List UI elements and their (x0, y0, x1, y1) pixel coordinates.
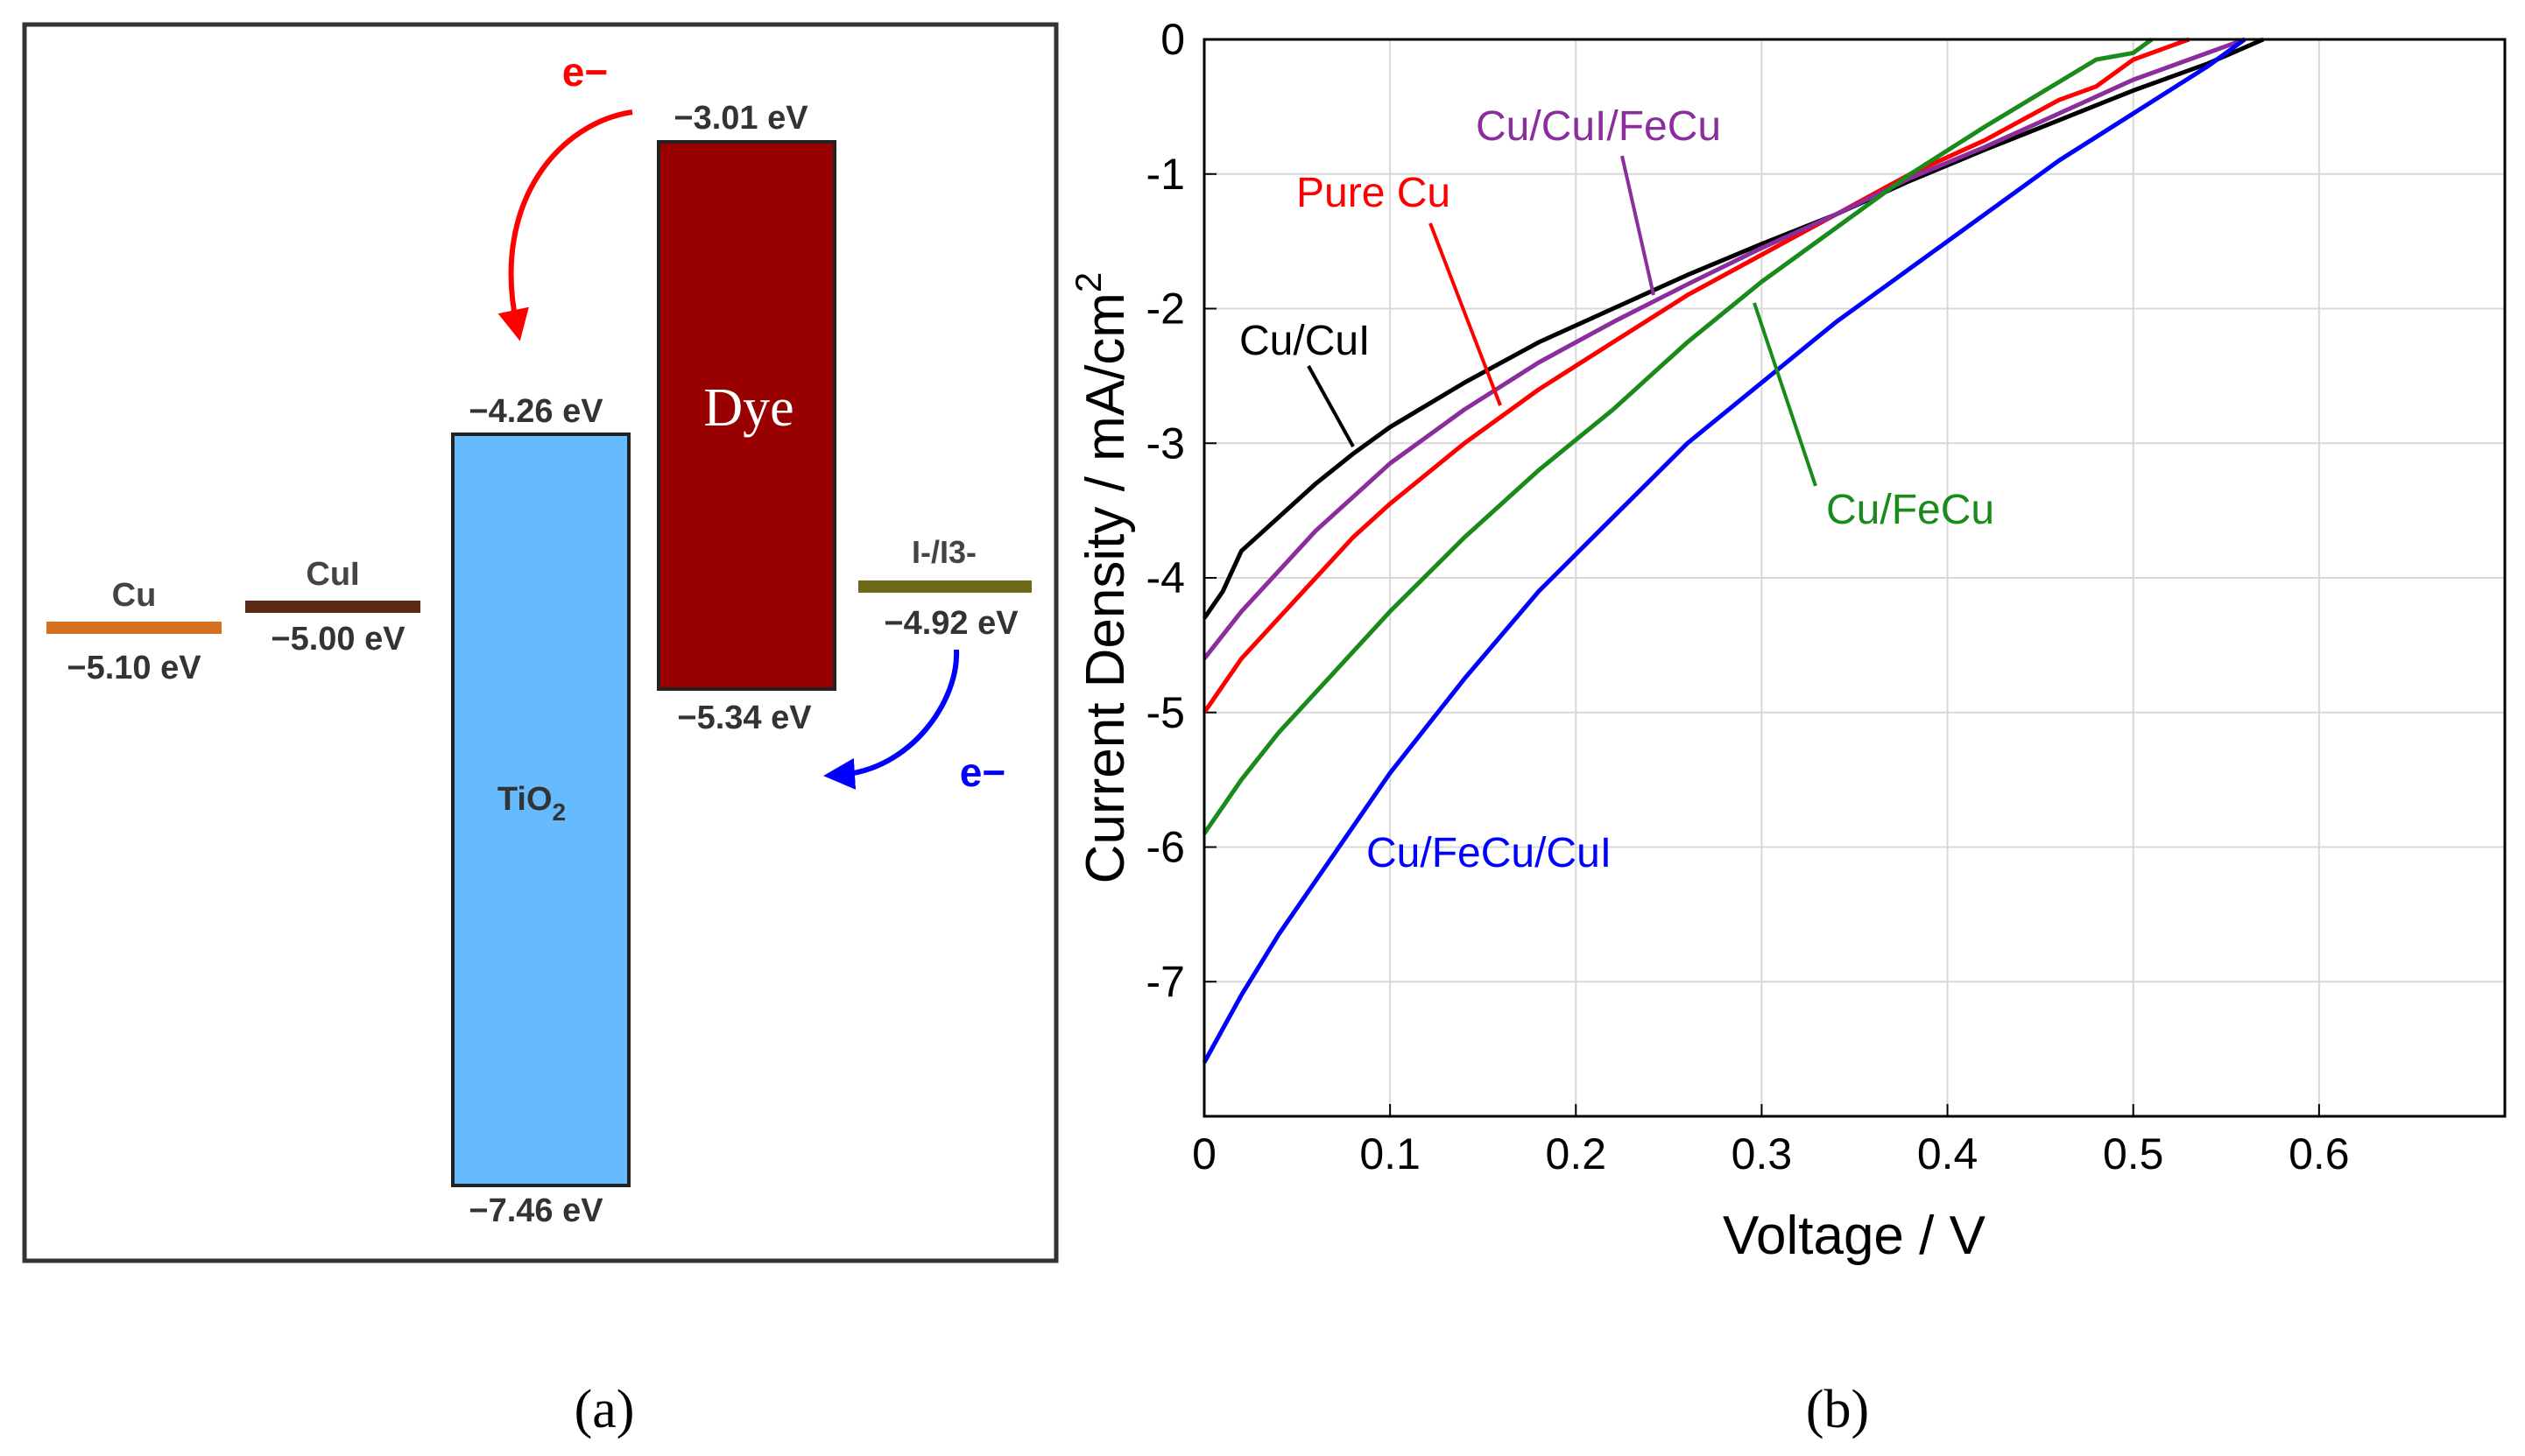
y-axis-title: Current Density / mA/cm2 (1068, 272, 1136, 884)
y-tick-label: -1 (1146, 150, 1185, 199)
tio2-top-value: −4.26 eV (469, 393, 603, 430)
dye-label: Dye (703, 378, 793, 438)
plot-area (1203, 38, 2507, 1118)
annotation-cu-fecu-leader (1753, 302, 1817, 487)
y-tick-label: -4 (1146, 553, 1185, 602)
electron-label-bottom: e− (960, 749, 1005, 795)
annotation-pure-cu-leader (1428, 222, 1502, 406)
annotation-cu-cui-fecu-label: Cu/CuI/FeCu (1476, 103, 1721, 150)
annotation-cu-cui-fecu-leader (1620, 155, 1655, 296)
series-line-cu-fecu-cui (1202, 37, 2246, 1064)
x-axis-title: Voltage / V (1723, 1206, 1986, 1266)
annotation-cu-cui-leader (1307, 365, 1355, 447)
x-tick-label: 0.3 (1732, 1129, 1793, 1178)
electron-label-top: e− (562, 49, 608, 95)
chart-series (1202, 37, 2265, 1064)
cu-level-value: −5.10 eV (67, 650, 201, 686)
x-tick-label: 0.4 (1917, 1129, 1978, 1178)
cui-level-bar (245, 601, 420, 613)
electron-regeneration-arrow (823, 649, 960, 790)
y-tick-label: -7 (1146, 957, 1185, 1006)
dye-bottom-value: −5.34 eV (677, 700, 812, 736)
electron-injection-arrow (497, 109, 633, 341)
tio2-band (451, 433, 631, 1187)
annotation-cu-fecu: Cu/FeCu (1753, 302, 1994, 533)
dye-top-value: −3.01 eV (674, 100, 808, 137)
x-tick-label: 0.2 (1546, 1129, 1607, 1178)
y-tick-label: -2 (1146, 285, 1185, 334)
series-line-cu-fecu (1202, 37, 2154, 835)
y-tick-label: -6 (1146, 823, 1185, 872)
caption-b: (b) (1806, 1380, 1869, 1439)
annotation-cu-fecu-cui: Cu/FeCu/CuI (1366, 830, 1612, 876)
annotation-cu-cui-fecu: Cu/CuI/FeCu (1476, 103, 1721, 296)
tio2-bottom-value: −7.46 eV (469, 1192, 603, 1229)
tio2-label: TiO2 (497, 781, 566, 826)
annotation-cu-fecu-cui-label: Cu/FeCu/CuI (1366, 830, 1612, 876)
cu-level-bar (46, 622, 222, 634)
x-tick-label: 0 (1192, 1129, 1217, 1178)
series-line-cu-cui (1202, 37, 2265, 620)
i3-level-name: I-/I3- (912, 534, 977, 570)
x-tick-label: 0.5 (2103, 1129, 2164, 1178)
x-tick-label: 0.6 (2289, 1129, 2350, 1178)
jv-chart: 0 0.1 0.2 0.3 0.4 0.5 0.6 0 -1 -2 -3 -4 -5 -6 -7 Pure … (1068, 15, 2507, 1439)
chart-ticks: 0 0.1 0.2 0.3 0.4 0.5 0.6 0 -1 -2 -3 -4 -5 -6 -7 (1146, 15, 2350, 1178)
annotation-cu-fecu-label: Cu/FeCu (1826, 487, 1994, 533)
y-tick-label: -3 (1146, 419, 1185, 468)
cui-level-name: CuI (306, 556, 359, 593)
i3-level-bar (858, 580, 1032, 593)
annotation-cu-cui-label: Cu/CuI (1239, 318, 1370, 364)
caption-a: (a) (575, 1380, 635, 1439)
annotation-pure-cu: Pure Cu (1296, 170, 1502, 406)
series-line-pure-cu (1202, 37, 2190, 714)
series-line-cu-cui-fecu (1203, 37, 2246, 660)
y-tick-label: 0 (1160, 15, 1185, 64)
energy-diagram: Cu −5.10 eV CuI −5.00 eV TiO2 −4.26 eV −… (22, 22, 1059, 1439)
cui-level-value: −5.00 eV (271, 621, 406, 658)
i3-level-value: −4.92 eV (884, 605, 1019, 642)
cu-level-name: Cu (112, 577, 157, 614)
y-tick-label: -5 (1146, 688, 1185, 737)
dye-band (657, 140, 836, 691)
annotation-cu-cui: Cu/CuI (1239, 318, 1370, 447)
x-tick-label: 0.1 (1359, 1129, 1421, 1178)
annotation-pure-cu-label: Pure Cu (1296, 170, 1450, 216)
